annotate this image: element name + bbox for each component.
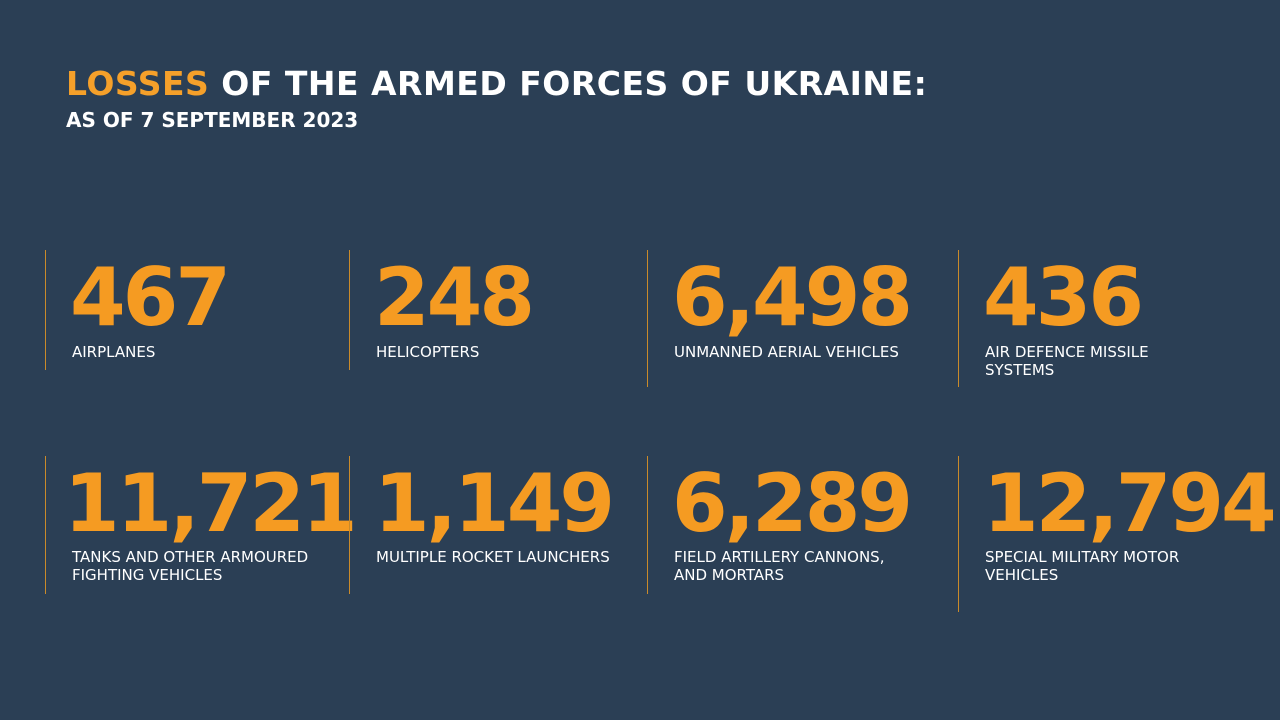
stat-value-airplanes: 467 [70, 251, 231, 344]
stat-label-artillery: FIELD ARTILLERY CANNONS, AND MORTARS [674, 548, 885, 584]
title-rest: OF THE ARMED FORCES OF UKRAINE: [209, 64, 928, 103]
title-accent: LOSSES [66, 64, 210, 103]
stat-tanks: 11,721 TANKS AND OTHER ARMOURED FIGHTING… [45, 456, 358, 594]
stat-motor-vehicles: 12,794 SPECIAL MILITARY MOTOR VEHICLES [958, 456, 1277, 612]
page-subtitle: AS OF 7 SEPTEMBER 2023 [66, 108, 359, 132]
stat-label-uavs: UNMANNED AERIAL VEHICLES [674, 343, 899, 361]
stat-mlrs: 1,149 MULTIPLE ROCKET LAUNCHERS [349, 456, 640, 594]
stat-label-air-defence: AIR DEFENCE MISSILE SYSTEMS [985, 343, 1149, 379]
stat-value-helicopters: 248 [374, 251, 535, 344]
stat-value-motor-vehicles: 12,794 [983, 457, 1277, 550]
page-title: LOSSES OF THE ARMED FORCES OF UKRAINE: [66, 64, 927, 103]
stat-value-artillery: 6,289 [672, 457, 913, 550]
stat-label-mlrs: MULTIPLE ROCKET LAUNCHERS [376, 548, 610, 566]
stat-value-air-defence: 436 [983, 251, 1144, 344]
stat-label-airplanes: AIRPLANES [72, 343, 156, 361]
stat-value-uavs: 6,498 [672, 251, 913, 344]
stat-label-helicopters: HELICOPTERS [376, 343, 480, 361]
stat-helicopters: 248 HELICOPTERS [349, 250, 640, 370]
stat-artillery: 6,289 FIELD ARTILLERY CANNONS, AND MORTA… [647, 456, 948, 594]
stat-value-tanks: 11,721 [64, 457, 358, 550]
stat-label-tanks: TANKS AND OTHER ARMOURED FIGHTING VEHICL… [72, 548, 309, 584]
stat-air-defence: 436 AIR DEFENCE MISSILE SYSTEMS [958, 250, 1259, 387]
stat-value-mlrs: 1,149 [374, 457, 615, 550]
stat-airplanes: 467 AIRPLANES [45, 250, 336, 370]
stat-label-motor-vehicles: SPECIAL MILITARY MOTOR VEHICLES [985, 548, 1180, 584]
stat-uavs: 6,498 UNMANNED AERIAL VEHICLES [647, 250, 948, 387]
